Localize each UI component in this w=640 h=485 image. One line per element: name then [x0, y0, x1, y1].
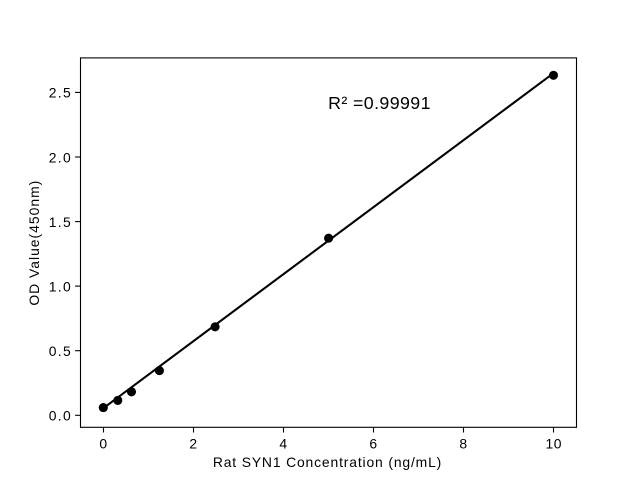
- svg-text:0.5: 0.5: [49, 343, 72, 359]
- svg-text:1.5: 1.5: [49, 214, 72, 230]
- svg-text:0: 0: [99, 435, 107, 451]
- svg-text:R² =0.99991: R² =0.99991: [328, 93, 431, 113]
- svg-text:6: 6: [369, 435, 377, 451]
- svg-text:OD Value(450nm): OD Value(450nm): [26, 180, 42, 306]
- svg-text:0.0: 0.0: [49, 408, 72, 424]
- svg-text:8: 8: [459, 435, 467, 451]
- svg-text:2.0: 2.0: [49, 149, 72, 165]
- svg-text:2.5: 2.5: [49, 85, 72, 101]
- svg-text:2: 2: [189, 435, 197, 451]
- svg-text:1.0: 1.0: [49, 278, 72, 294]
- svg-text:4: 4: [279, 435, 287, 451]
- svg-text:Rat SYN1 Concentration (ng/mL): Rat SYN1 Concentration (ng/mL): [213, 454, 442, 470]
- svg-text:10: 10: [545, 435, 562, 451]
